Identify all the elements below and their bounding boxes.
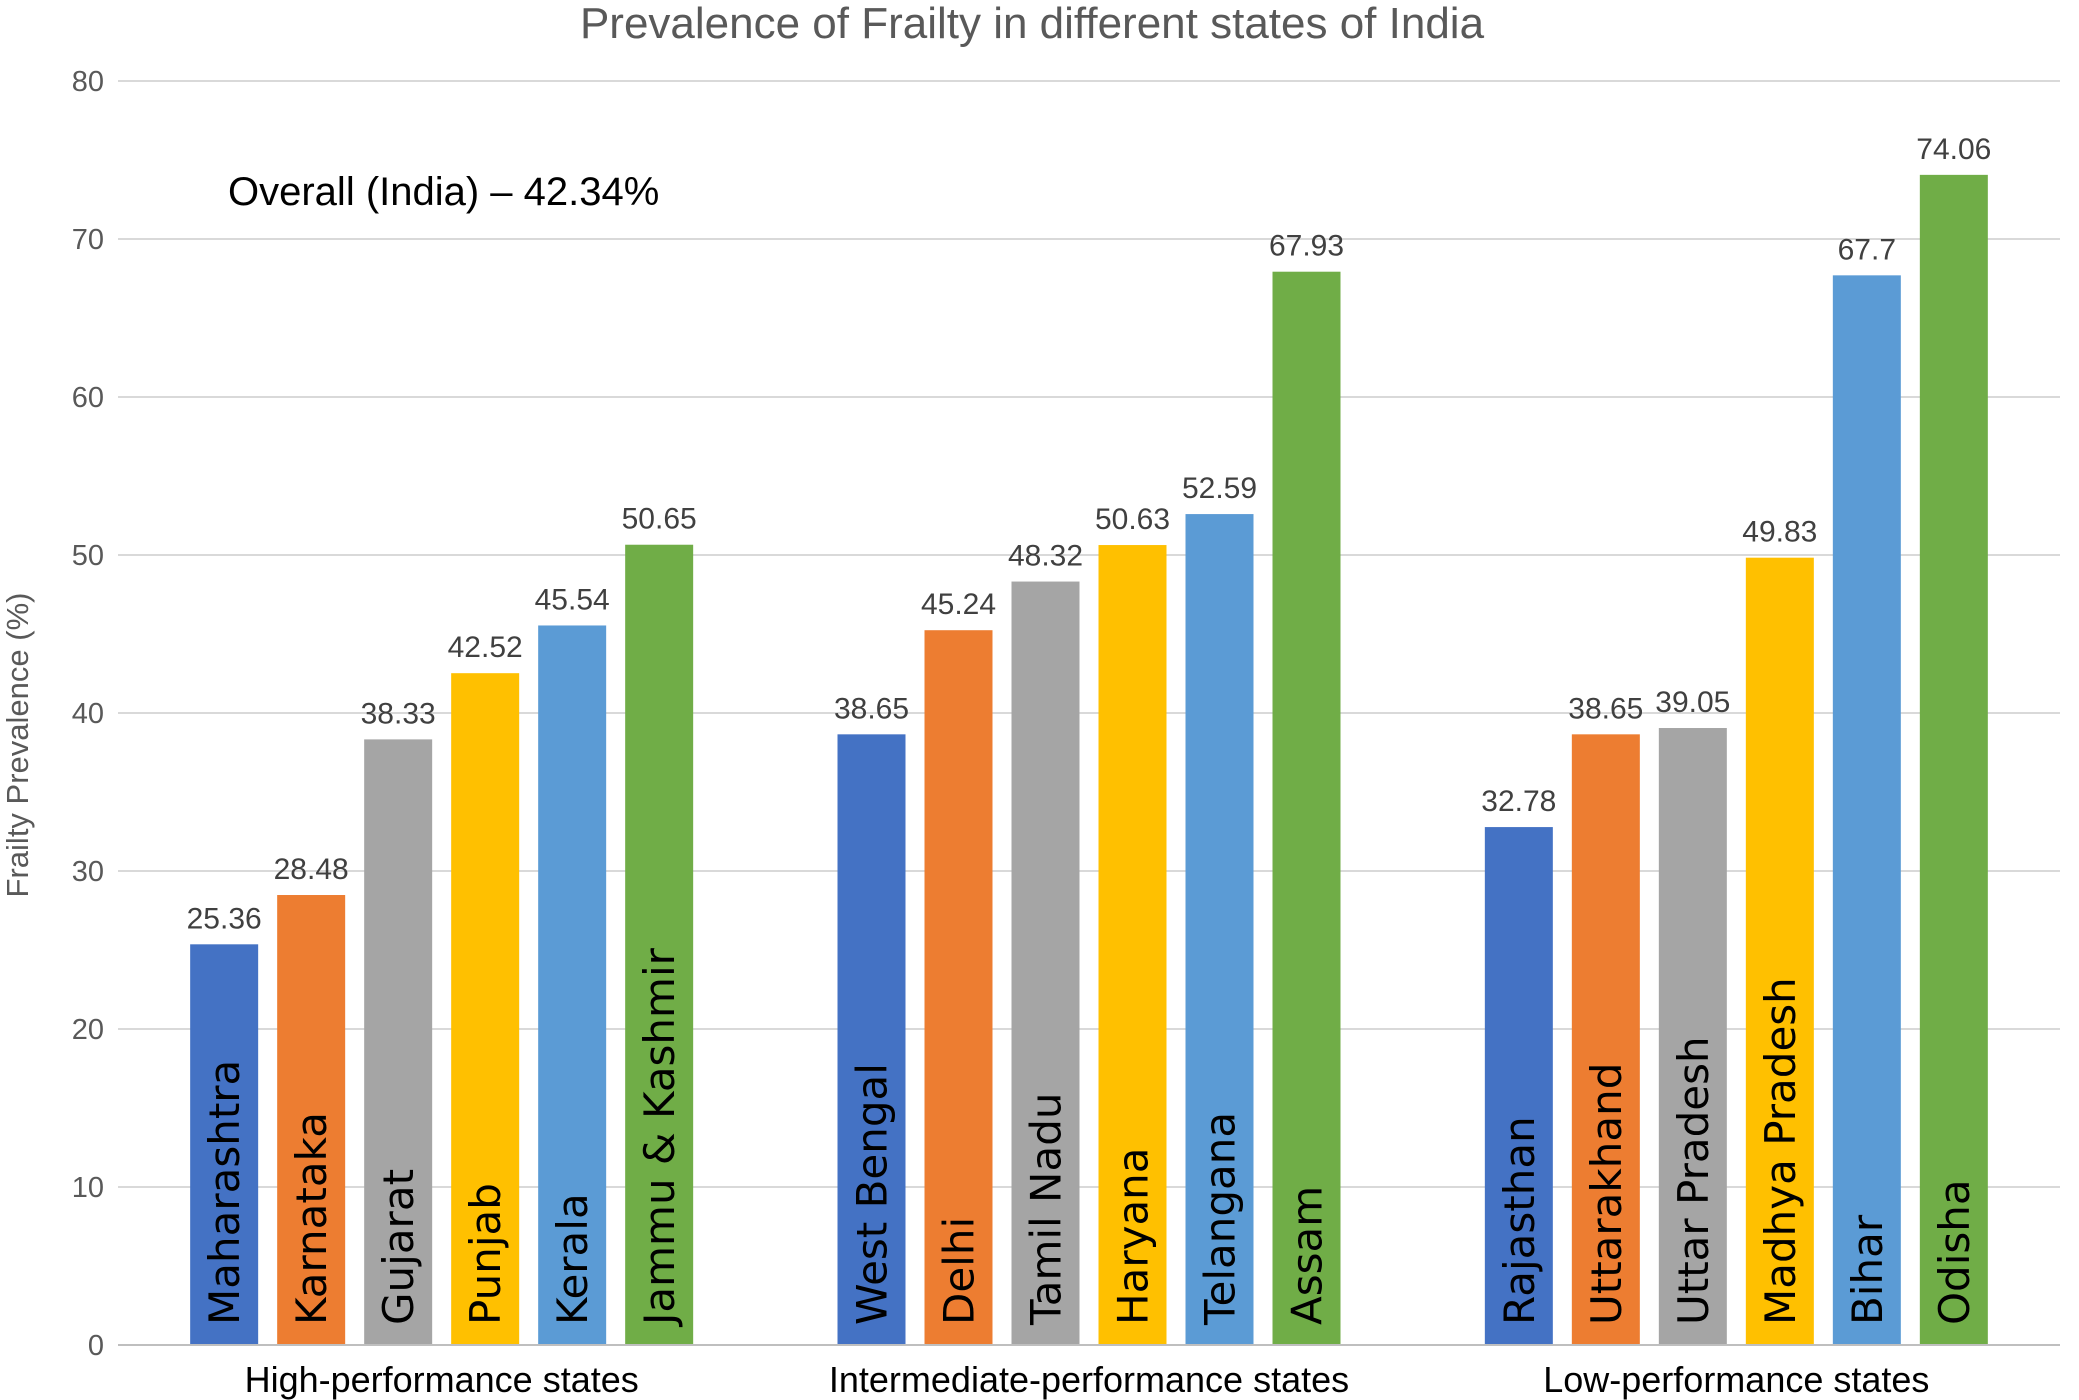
chart-title: Prevalence of Frailty in different state… [580,0,1485,48]
overall-annotation: Overall (India) – 42.34% [228,170,659,214]
bar-category-label: Gujarat [374,1169,423,1325]
bar [1484,827,1553,1345]
bar-category-label: West Bengal [848,1063,897,1325]
bar-value-label: 50.65 [622,503,697,536]
bar [924,630,993,1345]
bar-category-label: Odisha [1930,1179,1979,1325]
y-tick-label: 70 [72,224,104,256]
bar [1098,545,1167,1345]
bar-category-label: Haryana [1109,1147,1158,1325]
group-label: High-performance states [245,1359,639,1400]
bar-value-label: 45.24 [921,588,996,621]
y-tick-label: 30 [72,856,104,888]
bar-value-label: 48.32 [1008,540,1083,573]
bar-value-label: 45.54 [535,583,610,616]
bar-category-label: Punjab [461,1183,510,1325]
bar [1011,581,1080,1345]
bar-value-label: 67.93 [1269,230,1344,263]
bar [190,944,259,1345]
bar-category-label: Delhi [935,1217,984,1325]
bar [1185,514,1254,1345]
bar-category-label: Kerala [548,1193,597,1325]
bar [1745,557,1814,1345]
bar-value-label: 38.65 [834,692,909,725]
bar-value-label: 50.63 [1095,503,1170,536]
bars: 25.36 Maharashtra 28.48 Karnataka 38.33 Gujar… [118,133,2060,1346]
bar-category-label: Telangana [1196,1112,1245,1326]
bar-category-label: Uttar Pradesh [1669,1036,1718,1325]
bar [837,734,906,1345]
gridlines [118,80,2060,1346]
y-tick-label: 20 [72,1014,104,1046]
bar-value-label: 74.06 [1916,133,1991,166]
y-tick-label: 80 [72,66,104,98]
bar-category-label: Madhya Pradesh [1756,977,1805,1325]
bar-category-label: Rajasthan [1495,1116,1544,1325]
bar-category-label: Karnataka [287,1112,336,1325]
y-axis-label: Frailty Prevalence (%) [0,593,35,898]
y-tick-label: 40 [72,698,104,730]
bar-category-label: Uttarakhand [1582,1063,1631,1325]
bar [1832,275,1901,1346]
y-tick-label: 50 [72,540,104,572]
bar [538,625,607,1345]
y-axis-ticks: 0 10 20 30 40 50 60 70 80 [72,66,104,1362]
group-label: Intermediate-performance states [829,1359,1349,1400]
bar [451,673,520,1345]
bar [1272,271,1341,1345]
group-label: Low-performance states [1543,1359,1929,1400]
bar-category-label: Tamil Nadu [1022,1093,1071,1326]
bar-value-label: 42.52 [448,631,523,664]
bar-value-label: 38.65 [1568,692,1643,725]
bar-value-label: 28.48 [274,853,349,886]
y-tick-label: 10 [72,1172,104,1204]
bar-value-label: 38.33 [361,697,436,730]
bar [277,895,346,1345]
group-labels: High-performance states Intermediate-perf… [245,1359,1930,1400]
y-tick-label: 60 [72,382,104,414]
y-tick-label: 0 [88,1330,104,1362]
bar [625,544,694,1345]
bar-value-label: 25.36 [187,902,262,935]
bar [1919,174,1988,1345]
bar-value-label: 49.83 [1742,516,1817,549]
bar-value-label: 52.59 [1182,472,1257,505]
bar-category-label: Assam [1283,1186,1332,1325]
bar-category-label: Maharashtra [200,1060,249,1325]
bar [1658,728,1727,1345]
bar [364,739,433,1345]
bar-value-label: 32.78 [1481,785,1556,818]
bar-category-label: Jammu & Kashmir [635,947,684,1328]
bar-value-label: 39.05 [1655,686,1730,719]
bar-value-label: 67.7 [1838,233,1896,266]
bar [1571,734,1640,1345]
bar-category-label: Bihar [1843,1214,1892,1325]
